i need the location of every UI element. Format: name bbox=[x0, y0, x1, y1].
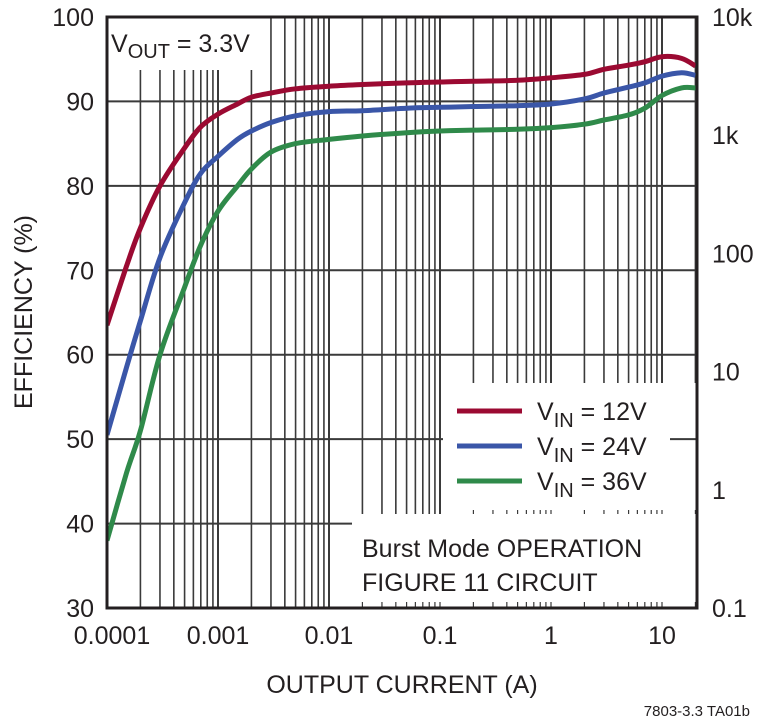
series-line-3 bbox=[107, 84, 696, 542]
vout-subscript: OUT bbox=[128, 41, 170, 63]
y2-tick-label: 10 bbox=[712, 359, 740, 387]
x-tick-label: 0.1 bbox=[423, 622, 458, 650]
x-tick-label: 10 bbox=[648, 622, 676, 650]
legend-label-2: VIN = 24V bbox=[537, 433, 647, 467]
y2-tick-label: 100 bbox=[712, 240, 754, 268]
x-tick-label: 0.01 bbox=[305, 622, 354, 650]
x-axis-title: OUTPUT CURRENT (A) bbox=[266, 671, 537, 699]
x-axis-ticks: 0.0001 0.001 0.01 0.1 1 10 bbox=[74, 622, 676, 650]
vout-value: = 3.3V bbox=[170, 30, 250, 58]
plot-frame bbox=[105, 15, 699, 610]
y-tick-label: 30 bbox=[66, 595, 94, 623]
y-tick-label: 90 bbox=[66, 88, 94, 116]
y2-tick-label: 10k bbox=[712, 4, 753, 32]
x-tick-label: 0.0001 bbox=[74, 622, 150, 650]
y-tick-label: 50 bbox=[66, 426, 94, 454]
vout-annotation: VOUT = 3.3V bbox=[111, 30, 250, 63]
series-lines bbox=[107, 53, 697, 542]
y2-tick-label: 0.1 bbox=[712, 595, 747, 623]
note-line-2: FIGURE 11 CIRCUIT bbox=[362, 569, 598, 597]
grid bbox=[107, 17, 697, 608]
legend-label-1: VIN = 12V bbox=[537, 398, 647, 432]
note-line-1: Burst Mode OPERATION bbox=[362, 535, 642, 563]
y-axis-title: EFFICIENCY (%) bbox=[10, 215, 38, 409]
y-axis-ticks: 30 40 50 60 70 80 90 100 bbox=[52, 4, 94, 623]
y-tick-label: 70 bbox=[66, 257, 94, 285]
svg-text:VOUT = 3.3V: VOUT = 3.3V bbox=[111, 30, 250, 63]
x-tick-label: 0.001 bbox=[187, 622, 250, 650]
series-line-1 bbox=[107, 53, 697, 326]
legend-label-3: VIN = 36V bbox=[537, 468, 647, 502]
y2-axis-ticks: 10k 1k 100 10 1 0.1 bbox=[712, 4, 754, 623]
series-line-2 bbox=[107, 70, 697, 436]
figure-id-footnote: 7803-3.3 TA01b bbox=[644, 703, 750, 720]
y-tick-label: 40 bbox=[66, 511, 94, 539]
y2-tick-label: 1 bbox=[712, 477, 726, 505]
y-tick-label: 60 bbox=[66, 342, 94, 370]
burst-mode-note: Burst Mode OPERATION FIGURE 11 CIRCUIT bbox=[362, 535, 642, 597]
y2-tick-label: 1k bbox=[712, 122, 739, 150]
y-tick-label: 80 bbox=[66, 173, 94, 201]
vout-v: V bbox=[111, 30, 128, 58]
y-tick-label: 100 bbox=[52, 4, 94, 32]
x-tick-label: 1 bbox=[544, 622, 558, 650]
